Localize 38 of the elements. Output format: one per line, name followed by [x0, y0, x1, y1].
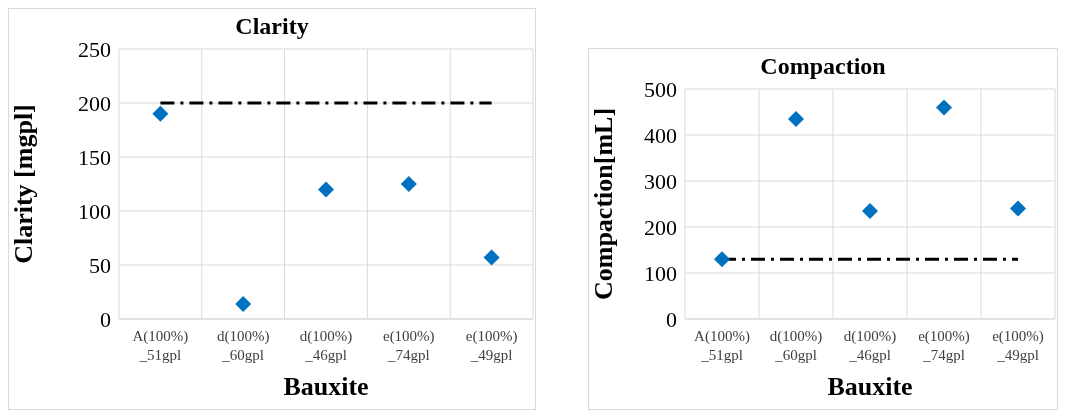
x-axis-title: Bauxite — [283, 372, 369, 401]
chart-title: Compaction — [760, 53, 886, 79]
x-tick-label: e(100%) _74gpl — [382, 328, 435, 363]
y-axis-title: Compaction[mL] — [589, 107, 619, 301]
x-tick-label: d(100%) _60gpl — [769, 328, 823, 363]
x-tick-label: d(100%) _46gpl — [299, 328, 353, 363]
x-tick-label: A(100%) _51gpl — [694, 328, 750, 363]
point — [400, 176, 417, 192]
x-tick-label: d(100%) _60gpl — [216, 328, 270, 363]
y-tick-label: 0 — [100, 306, 111, 332]
y-tick-label: 200 — [644, 214, 677, 240]
y-tick-label: 150 — [78, 144, 111, 170]
y-tick-label: 500 — [644, 76, 677, 102]
point — [318, 181, 334, 198]
x-tick-label: A(100%) _51gpl — [132, 328, 189, 363]
point — [788, 110, 804, 127]
x-tick-label: d(100%) _46gpl — [843, 328, 897, 363]
x-axis-title: Bauxite — [827, 372, 913, 401]
y-tick-label: 0 — [666, 306, 677, 332]
y-axis-title: Clarity [mgpl] — [9, 104, 39, 264]
y-tick-label: 250 — [78, 36, 111, 62]
chart-title: Clarity — [235, 13, 309, 39]
y-tick-label: 300 — [644, 168, 677, 194]
point — [862, 202, 878, 219]
point — [483, 249, 500, 266]
y-tick-label: 100 — [78, 198, 111, 224]
point — [152, 105, 169, 122]
x-tick-label: e(100%) _49gpl — [992, 328, 1044, 363]
point — [1010, 200, 1026, 217]
y-tick-label: 100 — [644, 260, 677, 286]
y-tick-label: 400 — [644, 122, 677, 148]
x-tick-label: e(100%) _74gpl — [918, 328, 970, 363]
y-tick-label: 50 — [89, 252, 111, 278]
point — [235, 295, 252, 312]
point — [714, 251, 730, 268]
y-tick-label: 200 — [78, 90, 111, 116]
x-tick-label: e(100%) _49gpl — [465, 328, 518, 363]
point — [936, 99, 952, 116]
